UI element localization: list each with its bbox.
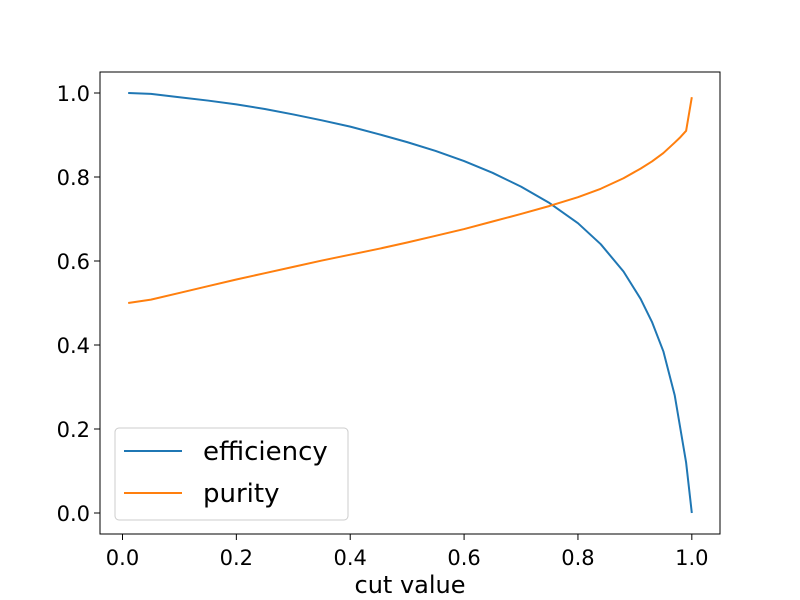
- legend-label-efficiency: efficiency: [203, 437, 328, 467]
- x-tick-label: 0.0: [106, 546, 139, 570]
- x-tick-label: 1.0: [675, 546, 708, 570]
- plot-area-frame: [99, 71, 721, 535]
- y-tick-label: 0.8: [57, 166, 90, 190]
- y-tick-label: 0.4: [57, 334, 90, 358]
- x-axis-ticks: 0.0 0.2 0.4 0.6 0.8 1.0: [106, 534, 709, 570]
- legend: efficiency purity: [114, 427, 349, 521]
- series-line-purity: [128, 97, 693, 304]
- series-line-efficiency: [128, 92, 693, 514]
- y-tick-label: 0.2: [57, 418, 90, 442]
- series-layer: [128, 92, 693, 514]
- y-tick-label: 0.0: [57, 502, 90, 526]
- x-axis-label: cut value: [355, 571, 466, 599]
- x-tick-label: 0.4: [334, 546, 367, 570]
- x-tick-label: 0.2: [220, 546, 253, 570]
- x-tick-label: 0.8: [561, 546, 594, 570]
- x-tick-label: 0.6: [447, 546, 480, 570]
- y-tick-label: 1.0: [57, 82, 90, 106]
- y-tick-label: 0.6: [57, 250, 90, 274]
- y-axis-ticks: 0.0 0.2 0.4 0.6 0.8 1.0: [57, 82, 100, 526]
- legend-label-purity: purity: [203, 479, 279, 509]
